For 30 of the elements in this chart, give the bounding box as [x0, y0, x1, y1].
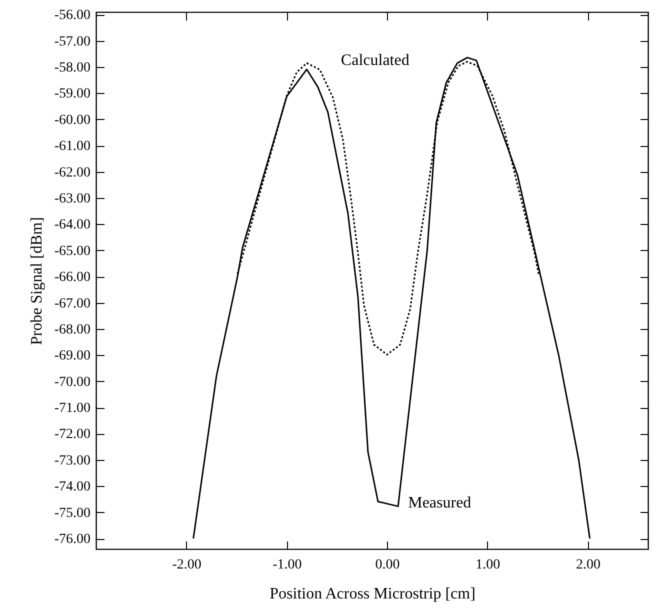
y-tick-label: -58.00 [54, 60, 90, 76]
y-tick-label: -60.00 [54, 112, 90, 128]
x-tick-label: -2.00 [172, 558, 202, 572]
x-tick-label: 1.00 [476, 558, 500, 572]
y-tick-label: -70.00 [54, 374, 90, 390]
series-label: Measured [408, 494, 472, 512]
x-tick-label: 0.00 [375, 558, 400, 572]
y-tick-label: -65.00 [54, 244, 90, 259]
y-tick-label: -67.00 [54, 296, 90, 312]
y-tick-label: -68.00 [54, 322, 90, 338]
series-label: Calculated [340, 52, 410, 69]
y-tick-label: -61.00 [54, 139, 90, 154]
y-tick-label: -64.00 [54, 218, 90, 233]
y-tick-label: -74.00 [54, 480, 90, 495]
y-tick-label: -71.00 [54, 401, 90, 416]
y-tick-label: -59.00 [54, 86, 90, 102]
y-tick-label: -73.00 [54, 453, 90, 468]
y-tick-label: -75.00 [54, 506, 90, 521]
y-tick-label: -72.00 [54, 427, 90, 442]
x-tick-label: 2.00 [576, 558, 601, 572]
x-axis-title: Position Across Microstrip [cm] [270, 586, 476, 602]
y-tick-label: -63.00 [54, 191, 90, 206]
y-tick-label: -76.00 [54, 532, 90, 548]
y-axis-title: Probe Signal [dBm] [28, 217, 46, 345]
y-tick-label: -56.00 [54, 8, 90, 24]
y-tick-label: -69.00 [54, 348, 90, 364]
y-tick-label: -66.00 [54, 270, 90, 286]
y-tick-label: -57.00 [54, 34, 90, 50]
x-tick-label: -1.00 [272, 558, 302, 572]
y-tick-label: -62.00 [54, 165, 90, 180]
